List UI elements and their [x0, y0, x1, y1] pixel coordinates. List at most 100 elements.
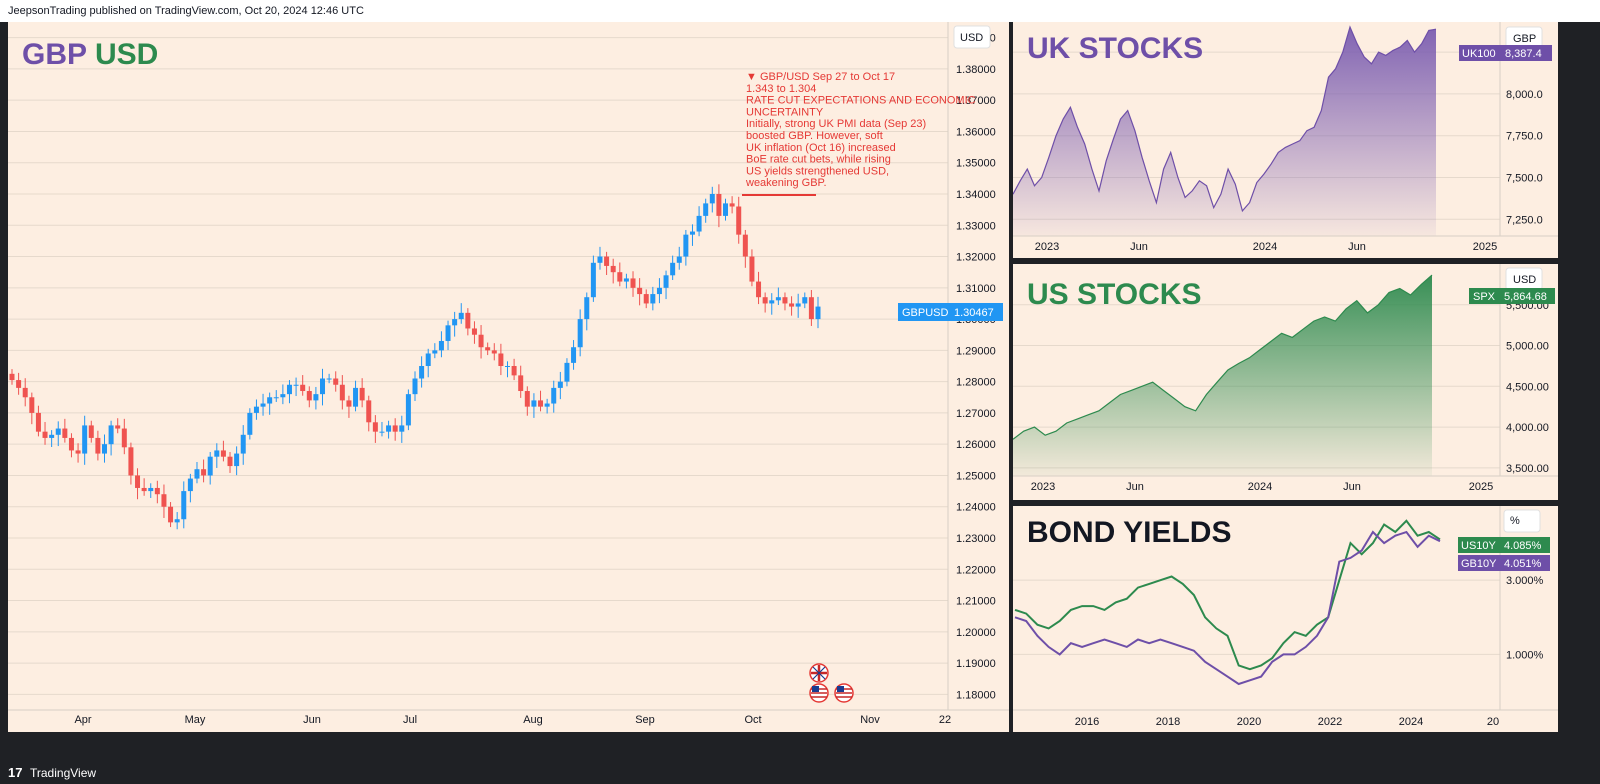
candle-body	[253, 406, 259, 413]
bond-unit-badge[interactable]	[1503, 509, 1541, 533]
bond-yields-chart[interactable]: 3.000% 1.000% 2016 2018 2020 2022 2024 20 BOND…	[1013, 506, 1558, 732]
candle-body	[55, 428, 61, 435]
candle-body	[207, 456, 213, 476]
candle-body	[815, 306, 821, 320]
candle-body	[68, 437, 74, 451]
y-tick-label: 3,500.00	[1506, 463, 1549, 475]
candle-body	[445, 325, 451, 341]
bond-x-tick-label: 2020	[1237, 716, 1261, 728]
gb10y-series-line	[1014, 530, 1441, 686]
uk-stocks-chart[interactable]: 8,250.08,000.07,750.07,500.07,250.0 2023…	[1013, 22, 1558, 258]
candle-body	[762, 297, 768, 304]
candle-body	[617, 272, 623, 282]
candle-body	[42, 431, 48, 438]
uk-ticker-label: UK100	[1462, 48, 1496, 60]
x-tick-label: Jun	[1130, 241, 1148, 253]
candle-body	[339, 384, 345, 401]
gbpusd-title-usd: USD	[95, 38, 158, 71]
gb10y-value: 4.051%	[1504, 558, 1542, 570]
candle-body	[346, 400, 352, 407]
candle-body	[161, 494, 167, 507]
annotation-line: US yields strengthened USD,	[746, 165, 889, 177]
candle-body	[333, 378, 339, 385]
candle-body	[557, 381, 563, 388]
gbp-y-tick-label: 1.28000	[956, 377, 996, 389]
gbp-y-tick-label: 1.22000	[956, 564, 996, 576]
currency-badge[interactable]	[953, 25, 991, 49]
candle-body	[174, 519, 180, 523]
candle-body	[386, 425, 392, 432]
y-tick-label: 4,500.00	[1506, 381, 1549, 393]
candle-body	[511, 366, 517, 376]
gbp-y-tick-label: 1.26000	[956, 439, 996, 451]
candle-body	[656, 287, 662, 295]
gbp-y-tick-label: 1.35000	[956, 158, 996, 170]
candle-body	[35, 412, 41, 432]
candle-body	[286, 384, 292, 395]
candle-body	[313, 394, 319, 401]
candle-body	[637, 287, 643, 295]
annotation-line: 1.343 to 1.304	[746, 83, 816, 95]
candle-body	[280, 394, 286, 398]
candle-body	[260, 403, 266, 407]
gbp-y-tick-label: 1.20000	[956, 627, 996, 639]
candle-body	[551, 387, 557, 404]
candle-body	[571, 347, 577, 363]
candle-body	[379, 431, 385, 433]
x-tick-label: Jun	[1126, 481, 1144, 493]
annotation-line: boosted GBP. However, soft	[746, 130, 883, 142]
uk100-series-line	[1013, 25, 1437, 213]
uk-area-fill	[1013, 27, 1436, 236]
gbp-y-tick-label: 1.27000	[956, 408, 996, 420]
gbp-x-tick-label: Nov	[860, 714, 880, 726]
candle-body	[353, 387, 359, 407]
candle-body	[749, 256, 755, 282]
us-flag-event-icon-2[interactable]	[834, 683, 854, 703]
gbp-y-tick-label: 1.21000	[956, 596, 996, 608]
candle-body	[703, 203, 709, 216]
candle-body	[458, 312, 464, 320]
annotation-line: UK inflation (Oct 16) increased	[746, 142, 896, 154]
candle-body	[795, 303, 801, 307]
candle-body	[49, 434, 55, 438]
gbp-x-tick-label: Jun	[303, 714, 321, 726]
candle-body	[604, 256, 610, 266]
y-tick-label: 7,250.0	[1506, 214, 1543, 226]
annotation-text: ▼ GBP/USD Sep 27 to Oct 171.343 to 1.304…	[745, 71, 976, 189]
candle-body	[650, 294, 656, 304]
gb10y-value-box	[1500, 555, 1550, 571]
candle-body	[670, 262, 676, 276]
spx-series-line	[1013, 274, 1433, 440]
gb10y-ticker-label: GB10Y	[1461, 558, 1497, 570]
annotation-line: UNCERTAINTY	[746, 106, 824, 118]
us-stocks-panel: 5,500.00 5,000.00 4,500.00 4,000.00 3,500.00…	[1013, 264, 1558, 500]
y-tick-label: 5,000.00	[1506, 341, 1549, 353]
uk-stocks-panel: 8,250.08,000.07,750.07,500.07,250.0 2023…	[1013, 22, 1558, 258]
annotation-line: Initially, strong UK PMI data (Sep 23)	[746, 118, 926, 130]
candle-body	[187, 478, 193, 492]
candle-body	[306, 391, 312, 401]
gbpusd-title-gbp: GBP	[22, 38, 87, 71]
us-stocks-title: US STOCKS	[1027, 278, 1201, 311]
gbp-y-tick-label: 1.29000	[956, 345, 996, 357]
candle-body	[769, 300, 775, 304]
candle-body	[485, 347, 491, 351]
candle-body	[300, 384, 306, 392]
candle-body	[610, 265, 616, 273]
tradingview-brand[interactable]: TradingView	[30, 766, 97, 780]
y-tick-label: 7,750.0	[1506, 131, 1543, 143]
us-stocks-chart[interactable]: 5,500.005,000.004,500.004,000.003,500.00…	[1013, 264, 1558, 500]
candle-body	[498, 353, 504, 366]
candle-body	[88, 425, 94, 438]
uk-currency-label: GBP	[1513, 33, 1536, 45]
annotation-line: ▼ GBP/USD Sep 27 to Oct 17	[746, 71, 895, 83]
candle-body	[154, 487, 160, 495]
last-price-box	[948, 303, 1003, 321]
gbpusd-chart[interactable]: 1.390001.380001.370001.360001.350001.340…	[8, 22, 1009, 732]
candle-body	[22, 387, 28, 398]
candle-body	[452, 319, 458, 326]
us-flag-event-icon[interactable]	[809, 683, 829, 703]
gbp-x-tick-label: Oct	[744, 714, 761, 726]
uk-flag-event-icon[interactable]	[809, 663, 829, 683]
candle-body	[121, 428, 127, 448]
